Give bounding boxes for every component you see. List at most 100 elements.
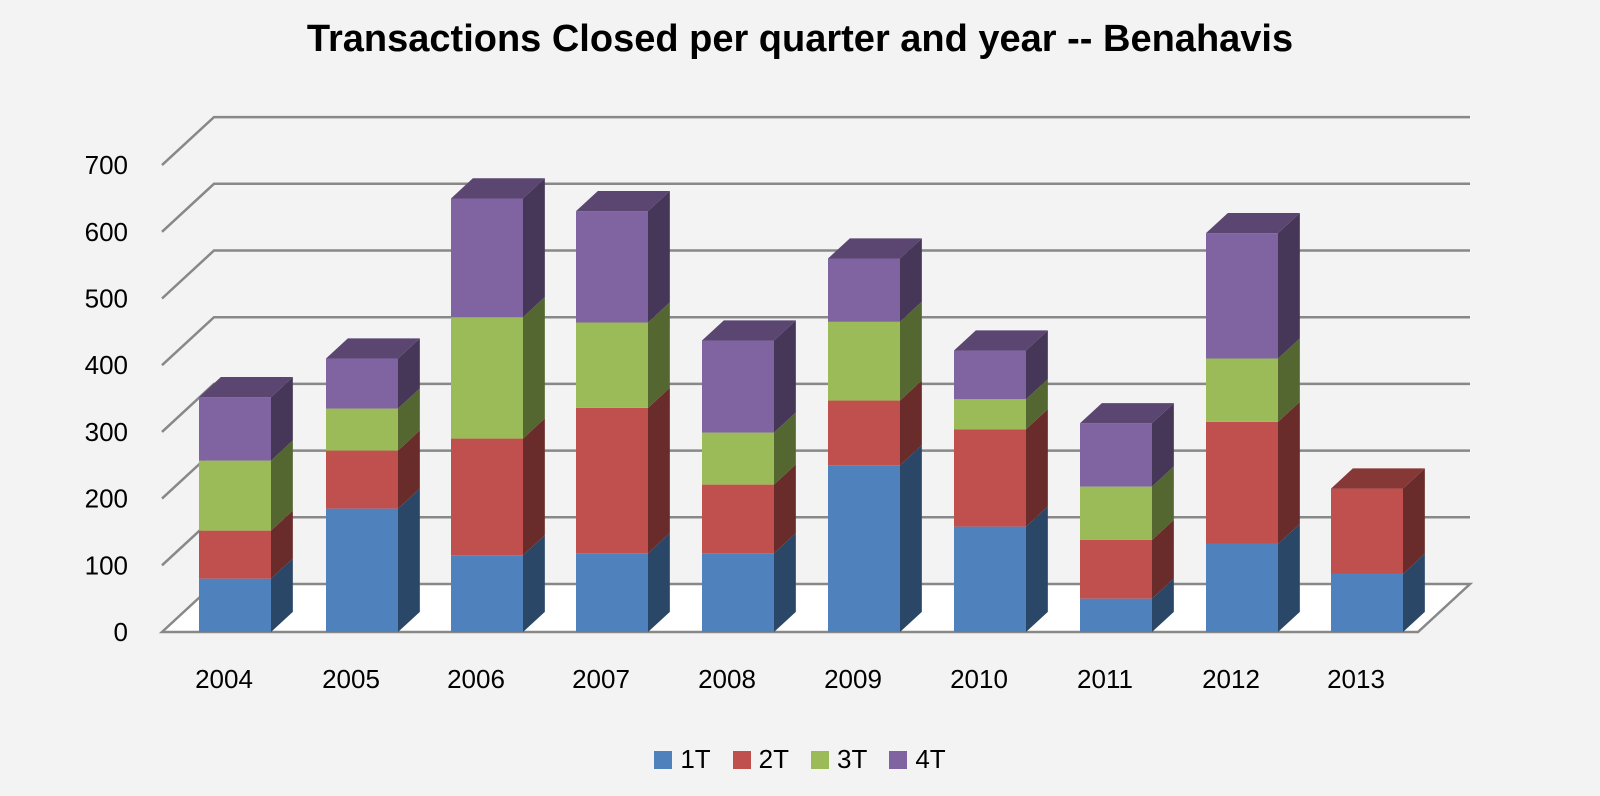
bar-1T xyxy=(954,526,1026,632)
legend-item: 4T xyxy=(889,744,946,775)
bar-4T xyxy=(451,198,523,318)
bar-top xyxy=(451,178,545,199)
bar-1T xyxy=(326,508,398,632)
bar-side xyxy=(774,533,796,632)
bar-side xyxy=(1152,578,1174,632)
x-tick-label: 2007 xyxy=(572,664,630,694)
bar-1T xyxy=(1331,573,1403,632)
y-tick-label: 700 xyxy=(85,150,128,180)
bar-1T xyxy=(451,555,523,632)
bar-1T xyxy=(828,465,900,632)
bar-side xyxy=(523,297,545,439)
bar-top xyxy=(1331,468,1425,489)
bar-side xyxy=(523,535,545,632)
legend-swatch xyxy=(889,750,908,769)
bar-3T xyxy=(576,322,648,408)
legend-item: 2T xyxy=(732,744,789,775)
bar-side xyxy=(271,510,293,579)
chart-title: Transactions Closed per quarter and year… xyxy=(306,18,1294,60)
gridline xyxy=(161,249,1470,300)
bar-4T xyxy=(1080,423,1152,487)
legend-label: 4T xyxy=(915,744,946,774)
bar-side xyxy=(900,445,922,632)
x-tick-label: 2010 xyxy=(950,664,1008,694)
bar-side xyxy=(271,377,293,461)
y-tick-label: 100 xyxy=(85,550,128,580)
bar-side xyxy=(1278,401,1300,544)
bar-side xyxy=(398,430,420,509)
legend-swatch xyxy=(654,750,673,769)
bar-side xyxy=(900,238,922,322)
bar-3T xyxy=(199,460,271,531)
bar-3T xyxy=(702,432,774,485)
legend: 1T 2T 3T 4T xyxy=(0,744,1600,775)
bar-3T xyxy=(326,408,398,451)
bar-side xyxy=(648,302,670,408)
x-tick-label: 2004 xyxy=(195,664,253,694)
bar-3T xyxy=(451,317,523,439)
bar-4T xyxy=(1206,233,1278,359)
bar-2T xyxy=(1080,539,1152,599)
bar-side xyxy=(1278,212,1300,359)
bar-side xyxy=(774,320,796,433)
x-tick-label: 2008 xyxy=(698,664,756,694)
bar-3T xyxy=(1206,358,1278,422)
bar-top xyxy=(1206,212,1300,234)
bar-2T xyxy=(451,438,523,556)
bar-side xyxy=(1403,553,1425,632)
bar-2T xyxy=(199,530,271,579)
bar-side xyxy=(648,190,670,323)
bar-2T xyxy=(828,400,900,466)
x-tick-label: 2005 xyxy=(322,664,380,694)
bar-side xyxy=(774,464,796,554)
gridline xyxy=(161,115,1470,167)
legend-item: 3T xyxy=(811,744,867,775)
bar-side xyxy=(900,301,922,401)
bar-side xyxy=(271,558,293,632)
legend-label: 2T xyxy=(758,744,789,774)
bar-4T xyxy=(828,258,900,322)
bar-side xyxy=(271,440,293,531)
bar-side xyxy=(900,380,922,466)
legend-swatch xyxy=(811,750,829,769)
bar-side xyxy=(398,338,420,409)
x-tick-label: 2013 xyxy=(1327,664,1385,694)
x-tick-label: 2011 xyxy=(1077,664,1133,694)
gridline xyxy=(161,315,1470,367)
bar-3T xyxy=(1080,486,1152,540)
x-tick-label: 2006 xyxy=(447,664,505,694)
bar-4T xyxy=(199,397,271,461)
bar-side xyxy=(523,418,545,556)
y-tick-label: 600 xyxy=(85,217,128,247)
bar-side xyxy=(523,178,545,318)
y-tick-label: 300 xyxy=(85,417,128,447)
bar-2T xyxy=(954,429,1026,527)
y-tick-label: 0 xyxy=(114,617,128,647)
bar-side xyxy=(1152,466,1174,540)
bar-4T xyxy=(326,358,398,409)
bar-3T xyxy=(954,399,1026,430)
bar-top xyxy=(326,338,420,359)
bar-side xyxy=(1403,468,1425,574)
bar-2T xyxy=(576,407,648,554)
bar-top xyxy=(954,330,1048,351)
bar-top xyxy=(828,238,922,259)
legend-label: 1T xyxy=(680,744,711,774)
bar-side xyxy=(648,533,670,632)
bar-4T xyxy=(576,211,648,323)
x-tick-label: 2012 xyxy=(1202,664,1260,694)
bar-4T xyxy=(702,340,774,433)
bar-4T xyxy=(954,350,1026,400)
bar-side xyxy=(1026,330,1048,400)
bar-side xyxy=(1152,519,1174,599)
bar-top xyxy=(576,190,670,212)
gridline xyxy=(161,182,1470,233)
bar-1T xyxy=(576,553,648,632)
legend-label: 3T xyxy=(837,744,868,774)
y-tick-label: 400 xyxy=(85,350,128,380)
bar-top xyxy=(199,377,293,398)
bar-2T xyxy=(326,450,398,509)
bar-side xyxy=(1278,338,1300,422)
bar-1T xyxy=(199,578,271,632)
